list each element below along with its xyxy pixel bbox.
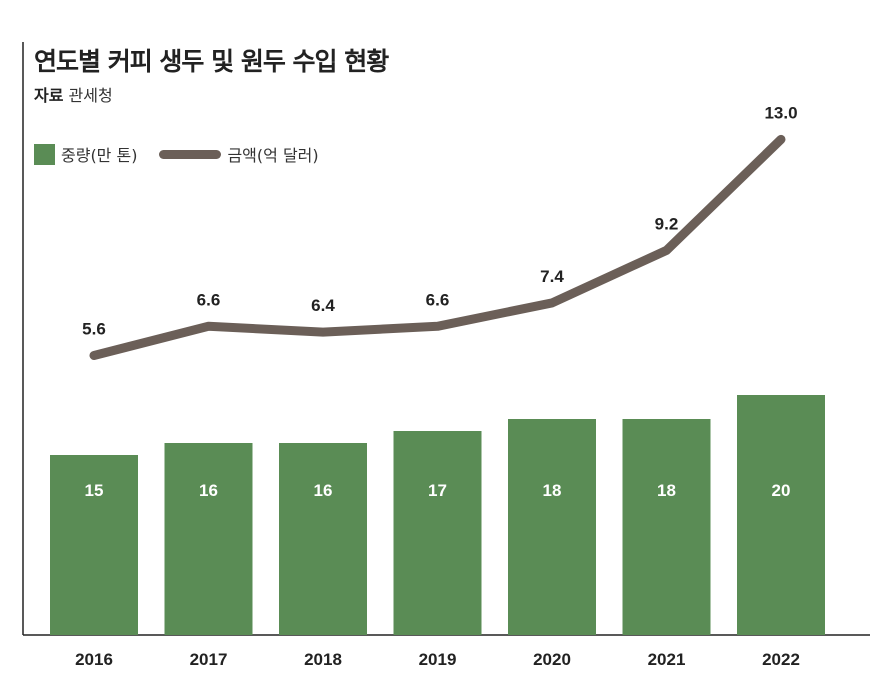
x-tick-label-2022: 2022 — [762, 650, 800, 669]
x-tick-label-2021: 2021 — [648, 650, 686, 669]
bar-2017 — [164, 443, 253, 635]
bar-2018 — [279, 443, 367, 635]
line-value-label-2022: 13.0 — [764, 103, 797, 122]
bars — [50, 395, 825, 635]
line-value-label-2017: 6.6 — [197, 290, 221, 309]
legend: 중량(만 톤) 금액(억 달러) — [34, 142, 319, 166]
bar-2020 — [508, 419, 596, 635]
bar-value-label-2016: 15 — [85, 481, 104, 500]
source-value: 관세청 — [68, 86, 113, 105]
legend-line-label: 금액(억 달러) — [227, 146, 319, 165]
line-value-label-2019: 6.6 — [426, 290, 450, 309]
source-note: 자료 관세청 — [34, 82, 113, 106]
chart-title: 연도별 커피 생두 및 원두 수입 현황 — [34, 47, 389, 76]
x-tick-label-2018: 2018 — [304, 650, 342, 669]
line-value-label-2020: 7.4 — [540, 267, 564, 286]
line-path — [89, 134, 786, 360]
line-series — [89, 134, 786, 360]
bar-value-label-2020: 18 — [543, 481, 562, 500]
line-point-2022 — [780, 138, 782, 141]
line-point-2021 — [665, 249, 668, 252]
line-value-label-2016: 5.6 — [82, 319, 106, 338]
bar-2021 — [622, 419, 711, 635]
line-point-2020 — [551, 301, 553, 304]
bar-2019 — [393, 431, 482, 635]
line-point-2017 — [207, 325, 210, 328]
line-point-2018 — [322, 331, 324, 334]
bar-value-label-2022: 20 — [772, 481, 791, 500]
x-tick-label-2019: 2019 — [419, 650, 457, 669]
line-value-label-2021: 9.2 — [655, 214, 679, 233]
legend-line-swatch — [159, 149, 222, 159]
x-tick-label-2020: 2020 — [533, 650, 571, 669]
bar-2016 — [50, 455, 138, 635]
bar-2022 — [737, 395, 825, 635]
bar-value-label-2018: 16 — [314, 481, 333, 500]
x-tick-label-2017: 2017 — [190, 650, 228, 669]
bar-value-label-2017: 16 — [199, 481, 218, 500]
bar-value-label-2019: 17 — [428, 481, 447, 500]
bar-value-label-2021: 18 — [657, 481, 676, 500]
line-point-2016 — [93, 354, 95, 357]
line-value-label-2018: 6.4 — [311, 296, 335, 315]
legend-bar-label: 중량(만 톤) — [61, 146, 138, 165]
line-point-2019 — [436, 325, 439, 328]
labels: 15 2016 16 2017 16 2018 17 2019 18 2020 18 2021 20 20… — [75, 103, 800, 669]
source-label: 자료 — [34, 86, 64, 105]
x-tick-label-2016: 2016 — [75, 650, 113, 669]
legend-bar-swatch — [34, 143, 55, 165]
